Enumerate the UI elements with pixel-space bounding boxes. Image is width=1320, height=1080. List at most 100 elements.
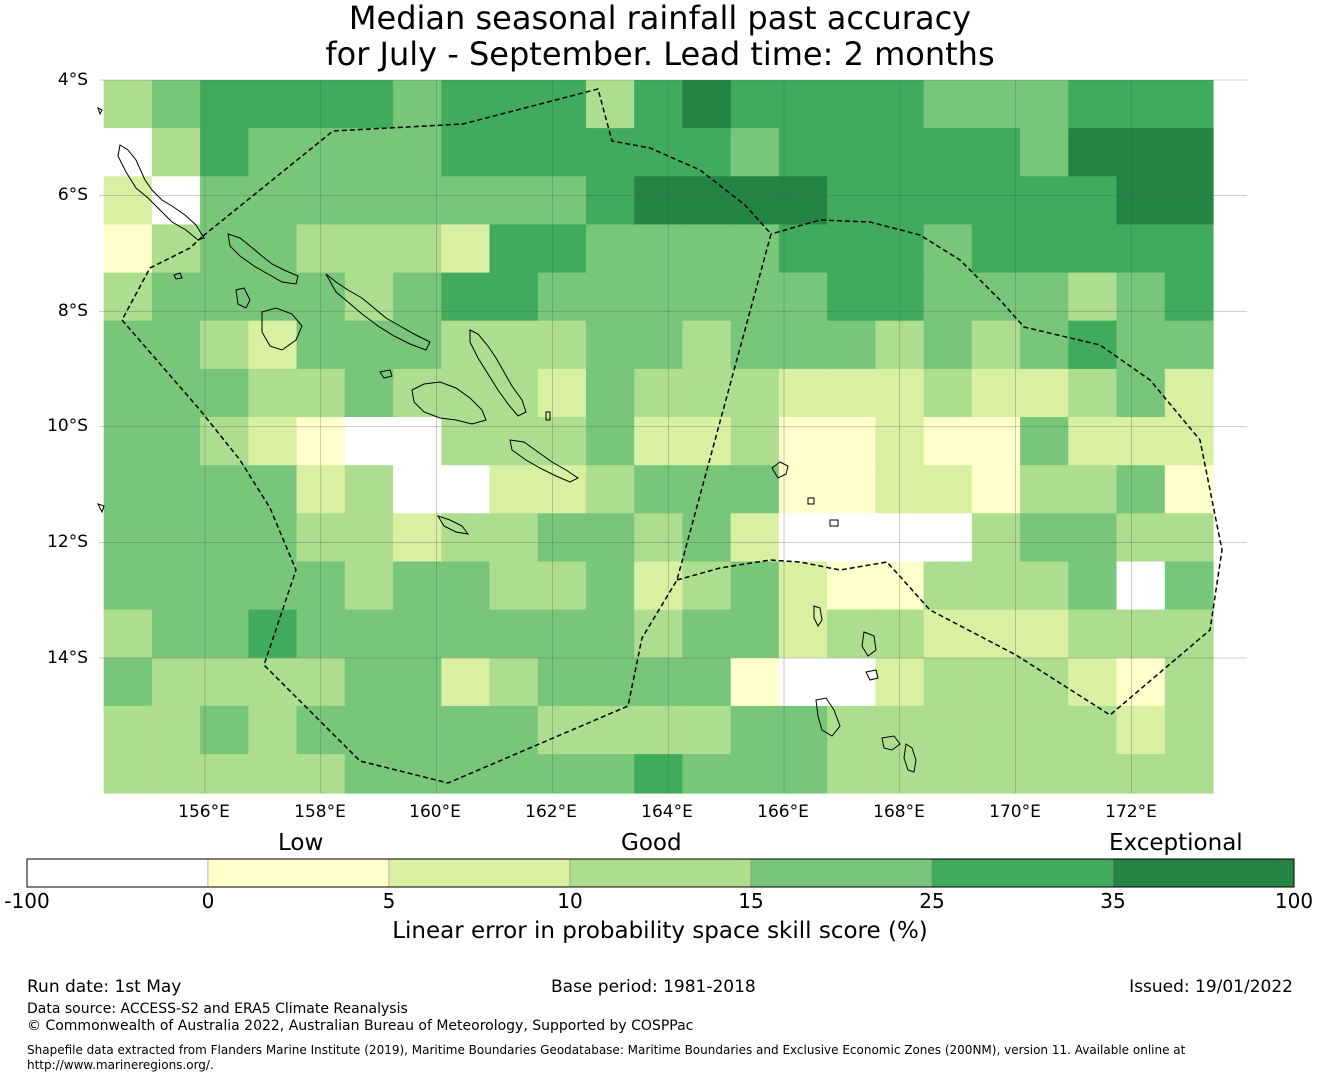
grid-cell (778, 272, 828, 322)
grid-cell (971, 657, 1021, 707)
grid-cell (730, 754, 780, 794)
grid-cell (200, 754, 249, 794)
colorbar-tick-25: 25 (919, 889, 945, 913)
grid-cell (1068, 176, 1118, 225)
grid-cell (344, 657, 394, 707)
grid-cell (248, 128, 298, 177)
grid-cell (537, 561, 587, 611)
grid-cell (1116, 754, 1166, 794)
colorbar-swatch-5 (931, 858, 1114, 888)
colorbar-label-good: Good (621, 830, 682, 856)
grid-cell (586, 320, 635, 370)
grid-cell (634, 609, 683, 659)
grid-cell (730, 368, 780, 418)
grid-cell (586, 513, 635, 562)
grid-cell (971, 80, 1021, 129)
colorbar-tick-10: 10 (557, 889, 583, 913)
coastline-isabel (235, 287, 251, 309)
grid-cell (1164, 176, 1214, 225)
grid-cell (586, 561, 635, 611)
coastline-rennell (436, 515, 470, 535)
grid-cell (923, 417, 973, 466)
grid-cell (248, 609, 298, 659)
grid-cell (778, 320, 828, 370)
grid-cell (1068, 417, 1118, 466)
grid-cell (393, 513, 442, 562)
grid-cell (827, 705, 876, 755)
grid-cell (682, 705, 732, 755)
grid-cell (489, 657, 539, 707)
grid-cell (634, 176, 683, 225)
grid-cell (489, 176, 539, 225)
grid-cell (200, 513, 249, 562)
grid-cell (730, 272, 780, 322)
grid-cell (923, 609, 973, 659)
grid-cell (634, 561, 683, 611)
grid-cell (1164, 705, 1214, 755)
colorbar-swatch-2 (388, 858, 571, 888)
grid-cell (923, 272, 973, 322)
colorbar-tick-35: 35 (1100, 889, 1126, 913)
colorbar-axis-label: Linear error in probability space skill … (392, 918, 928, 944)
coastline-new-ireland (117, 144, 205, 241)
grid-cell (344, 176, 394, 225)
grid-cell (151, 561, 201, 611)
grid-cell (682, 368, 732, 418)
grid-cell (1020, 754, 1069, 794)
chart-title-line1: Median seasonal rainfall past accuracy (348, 0, 972, 37)
coastline-guadalcanal (411, 381, 487, 425)
grid-cell (1068, 561, 1118, 611)
grid-cell (634, 224, 683, 274)
grid-cell (586, 128, 635, 177)
coastline-efate (881, 735, 901, 751)
grid-cell (1020, 224, 1069, 274)
grid-cell (1068, 320, 1118, 370)
lat-label-12s: 12°S (47, 532, 88, 552)
grid-cell (1068, 128, 1118, 177)
grid-cell (682, 561, 732, 611)
grid-cell (441, 513, 491, 562)
grid-cell (344, 561, 394, 611)
grid-cell (344, 320, 394, 370)
grid-cell (248, 176, 298, 225)
grid-cell (1020, 561, 1069, 611)
lat-label-6s: 6°S (57, 185, 88, 205)
grid-cell (441, 465, 491, 514)
grid-cell (537, 224, 587, 274)
grid-cell (344, 368, 394, 418)
grid-cell (778, 513, 828, 562)
grid-cell (827, 465, 876, 514)
grid-cell (827, 320, 876, 370)
grid-cell (730, 320, 780, 370)
grid-cell (923, 368, 973, 418)
grid-cell (682, 176, 732, 225)
grid-cell (971, 224, 1021, 274)
grid-cell (971, 754, 1021, 794)
grid-cell (1020, 320, 1069, 370)
grid-cell (248, 368, 298, 418)
grid-cell (682, 272, 732, 322)
grid-cell (151, 224, 201, 274)
colorbar-swatch-1 (207, 858, 390, 888)
grid-cell (586, 272, 635, 322)
grid-cell (971, 417, 1021, 466)
grid-cell (103, 80, 153, 129)
grid-cell (1116, 705, 1166, 755)
grid-cell (634, 368, 683, 418)
grid-cell (103, 272, 153, 322)
grid-cell (1020, 657, 1069, 707)
lon-label-162e: 162°E (525, 802, 577, 822)
grid-cell (151, 513, 201, 562)
grid-cell (730, 417, 780, 466)
grid-cell (151, 320, 201, 370)
grid-cell (778, 224, 828, 274)
grid-cell (344, 609, 394, 659)
grid-cell (200, 417, 249, 466)
grid-cell (827, 368, 876, 418)
grid-cell (1068, 80, 1118, 129)
grid-cell (248, 465, 298, 514)
grid-cell (1116, 368, 1166, 418)
graticule (99, 79, 1247, 793)
grid-cell (971, 368, 1021, 418)
grid-cell (730, 176, 780, 225)
